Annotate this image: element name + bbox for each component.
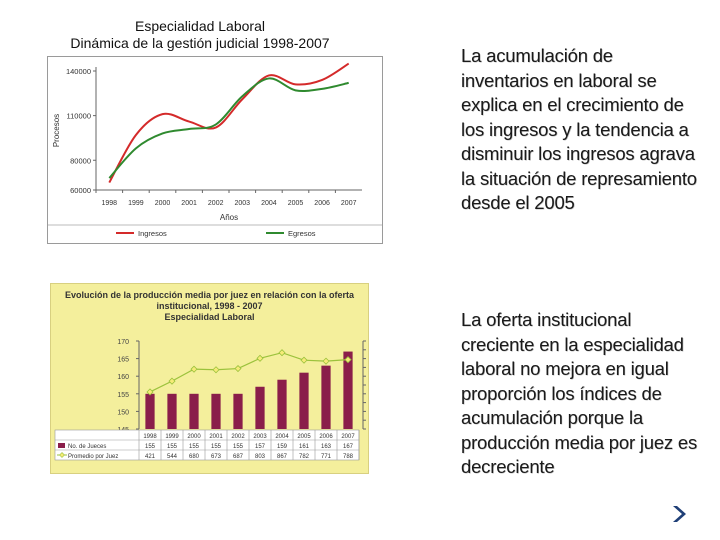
chart2-bar xyxy=(277,379,287,429)
chart2-bar-value: 155 xyxy=(189,444,200,450)
chart2-legend-bar-swatch xyxy=(58,443,65,448)
chart2-left-tick-label: 155 xyxy=(117,392,129,399)
chart1-y-axis-label: Procesos xyxy=(52,114,61,147)
chart2-line-value: 803 xyxy=(255,454,266,460)
chart2-line-value: 544 xyxy=(167,454,178,460)
paragraph-institutional-offer: La oferta institucional creciente en la … xyxy=(461,309,698,477)
chart2-line-marker xyxy=(146,388,154,396)
chart2-series-line xyxy=(149,352,349,393)
chart2-bar xyxy=(233,393,243,429)
chart1-title-line1: Especialidad Laboral xyxy=(135,18,265,34)
chart2-bar-value: 167 xyxy=(343,444,354,450)
chart1-title: Especialidad Laboral Dinámica de la gest… xyxy=(40,18,360,52)
chart2-category-label: 2006 xyxy=(319,434,333,440)
chart2-line-marker xyxy=(190,365,198,373)
chart1-x-tick-label: 2004 xyxy=(261,200,277,207)
chart2-bar-value: 157 xyxy=(255,444,266,450)
chart2-category-label: 1999 xyxy=(165,434,179,440)
chart2-bar xyxy=(255,386,265,429)
chart1-x-tick-label: 2005 xyxy=(288,200,304,207)
chart2-line-value: 680 xyxy=(189,454,200,460)
chart1-x-tick-label: 2000 xyxy=(155,200,171,207)
chart1-series-line-egresos xyxy=(108,77,349,179)
chart2-category-label: 1998 xyxy=(143,434,157,440)
chart2-legend-line-marker xyxy=(59,452,65,458)
chart2-bar xyxy=(145,393,155,429)
chart2-frame: Evolución de la producción media por jue… xyxy=(50,283,369,474)
chart1-y-tick-label: 140000 xyxy=(66,67,91,76)
chart2-category-label: 2007 xyxy=(341,434,355,440)
chart2-line-value: 771 xyxy=(321,454,332,460)
chart2-line-marker xyxy=(300,356,308,364)
chart1-x-tick-label: 2002 xyxy=(208,200,224,207)
chart2-legend-bar-label: No. de Jueces xyxy=(68,444,106,450)
chart1-legend-label: Egresos xyxy=(288,229,316,238)
chart1-title-line2: Dinámica de la gestión judicial 1998-200… xyxy=(70,35,330,51)
chart2-line-marker xyxy=(344,356,352,364)
paragraph-accumulation: La acumulación de inventarios en laboral… xyxy=(461,45,697,213)
chart2-data-table xyxy=(54,429,360,461)
chart2-legend-line-label: Promedio por Juez xyxy=(68,454,118,460)
chart1-x-tick-label: 1999 xyxy=(128,200,144,207)
chart2-bar xyxy=(321,365,331,429)
chart1-y-tick-label: 60000 xyxy=(70,186,91,195)
chart2-left-tick-label: 160 xyxy=(117,374,129,381)
chart2-category-label: 2000 xyxy=(187,434,201,440)
chart1-x-tick-label: 2006 xyxy=(314,200,330,207)
chart1-legend-label: Ingresos xyxy=(138,229,167,238)
chart2-bar-value: 155 xyxy=(211,444,222,450)
chart1-x-axis-label: Años xyxy=(220,213,238,222)
chart1-frame: 140000 110000 80000 60000 1998 1999 2000 2001 20… xyxy=(47,56,383,244)
chart2-line-marker xyxy=(234,364,242,373)
chevron-right-icon[interactable] xyxy=(668,503,690,525)
chart2-category-label: 2005 xyxy=(297,434,311,440)
chart2-left-tick-label: 170 xyxy=(117,339,129,346)
chart1-x-tick-label: 1998 xyxy=(102,200,118,207)
chart1-y-tick-label: 80000 xyxy=(70,156,91,165)
chart1-y-tick-label: 110000 xyxy=(67,112,91,121)
chart2-line-value: 687 xyxy=(233,454,244,460)
chart1-x-tick-label: 2003 xyxy=(235,200,251,207)
chart2-bar-value: 163 xyxy=(321,444,332,450)
chart2-category-label: 2003 xyxy=(253,434,267,440)
chart2-bar xyxy=(211,393,221,429)
chart2-line-marker xyxy=(168,377,176,385)
chart2-bar xyxy=(343,351,353,429)
chart1-x-tick-label: 2001 xyxy=(181,200,197,207)
chart1-x-tick-label: 2007 xyxy=(341,200,357,207)
chart2-bar-value: 155 xyxy=(233,444,244,450)
chart2-line-marker xyxy=(322,357,330,365)
chart2-line-marker xyxy=(212,366,220,374)
chart1-plot: 140000 110000 80000 60000 1998 1999 2000 2001 20… xyxy=(48,62,382,238)
chart2-category-label: 2004 xyxy=(275,434,289,440)
chart2-line-value: 673 xyxy=(211,454,222,460)
chart1-series-line-ingresos xyxy=(108,62,350,184)
chart2-line-value: 867 xyxy=(277,454,288,460)
chart2-bar-value: 159 xyxy=(277,444,288,450)
chart2-title: Evolución de la producción media por jue… xyxy=(51,290,368,323)
chart2-plot: 1701651601551501451000900800700600500400… xyxy=(54,339,366,461)
chart2-line-value: 782 xyxy=(299,454,310,460)
chart2-category-label: 2001 xyxy=(209,434,223,440)
chart2-title-sub: Especialidad Laboral xyxy=(164,312,255,322)
chart2-line-marker xyxy=(256,354,264,362)
chart2-line-value: 788 xyxy=(343,454,354,460)
chart2-bar xyxy=(189,393,199,429)
chart2-line-marker xyxy=(278,349,286,357)
chart2-bar-value: 155 xyxy=(167,444,178,450)
chart2-bar-value: 155 xyxy=(145,444,156,450)
chart2-bar-value: 161 xyxy=(299,444,310,450)
chart2-left-tick-label: 150 xyxy=(117,409,129,416)
chart2-bar xyxy=(167,393,177,429)
chart2-left-tick-label: 165 xyxy=(117,357,129,364)
chart2-title-main: Evolución de la producción media por jue… xyxy=(64,290,355,311)
chart2-line-value: 421 xyxy=(145,454,156,460)
chart2-category-label: 2002 xyxy=(231,434,245,440)
chart2-bar xyxy=(299,372,309,429)
